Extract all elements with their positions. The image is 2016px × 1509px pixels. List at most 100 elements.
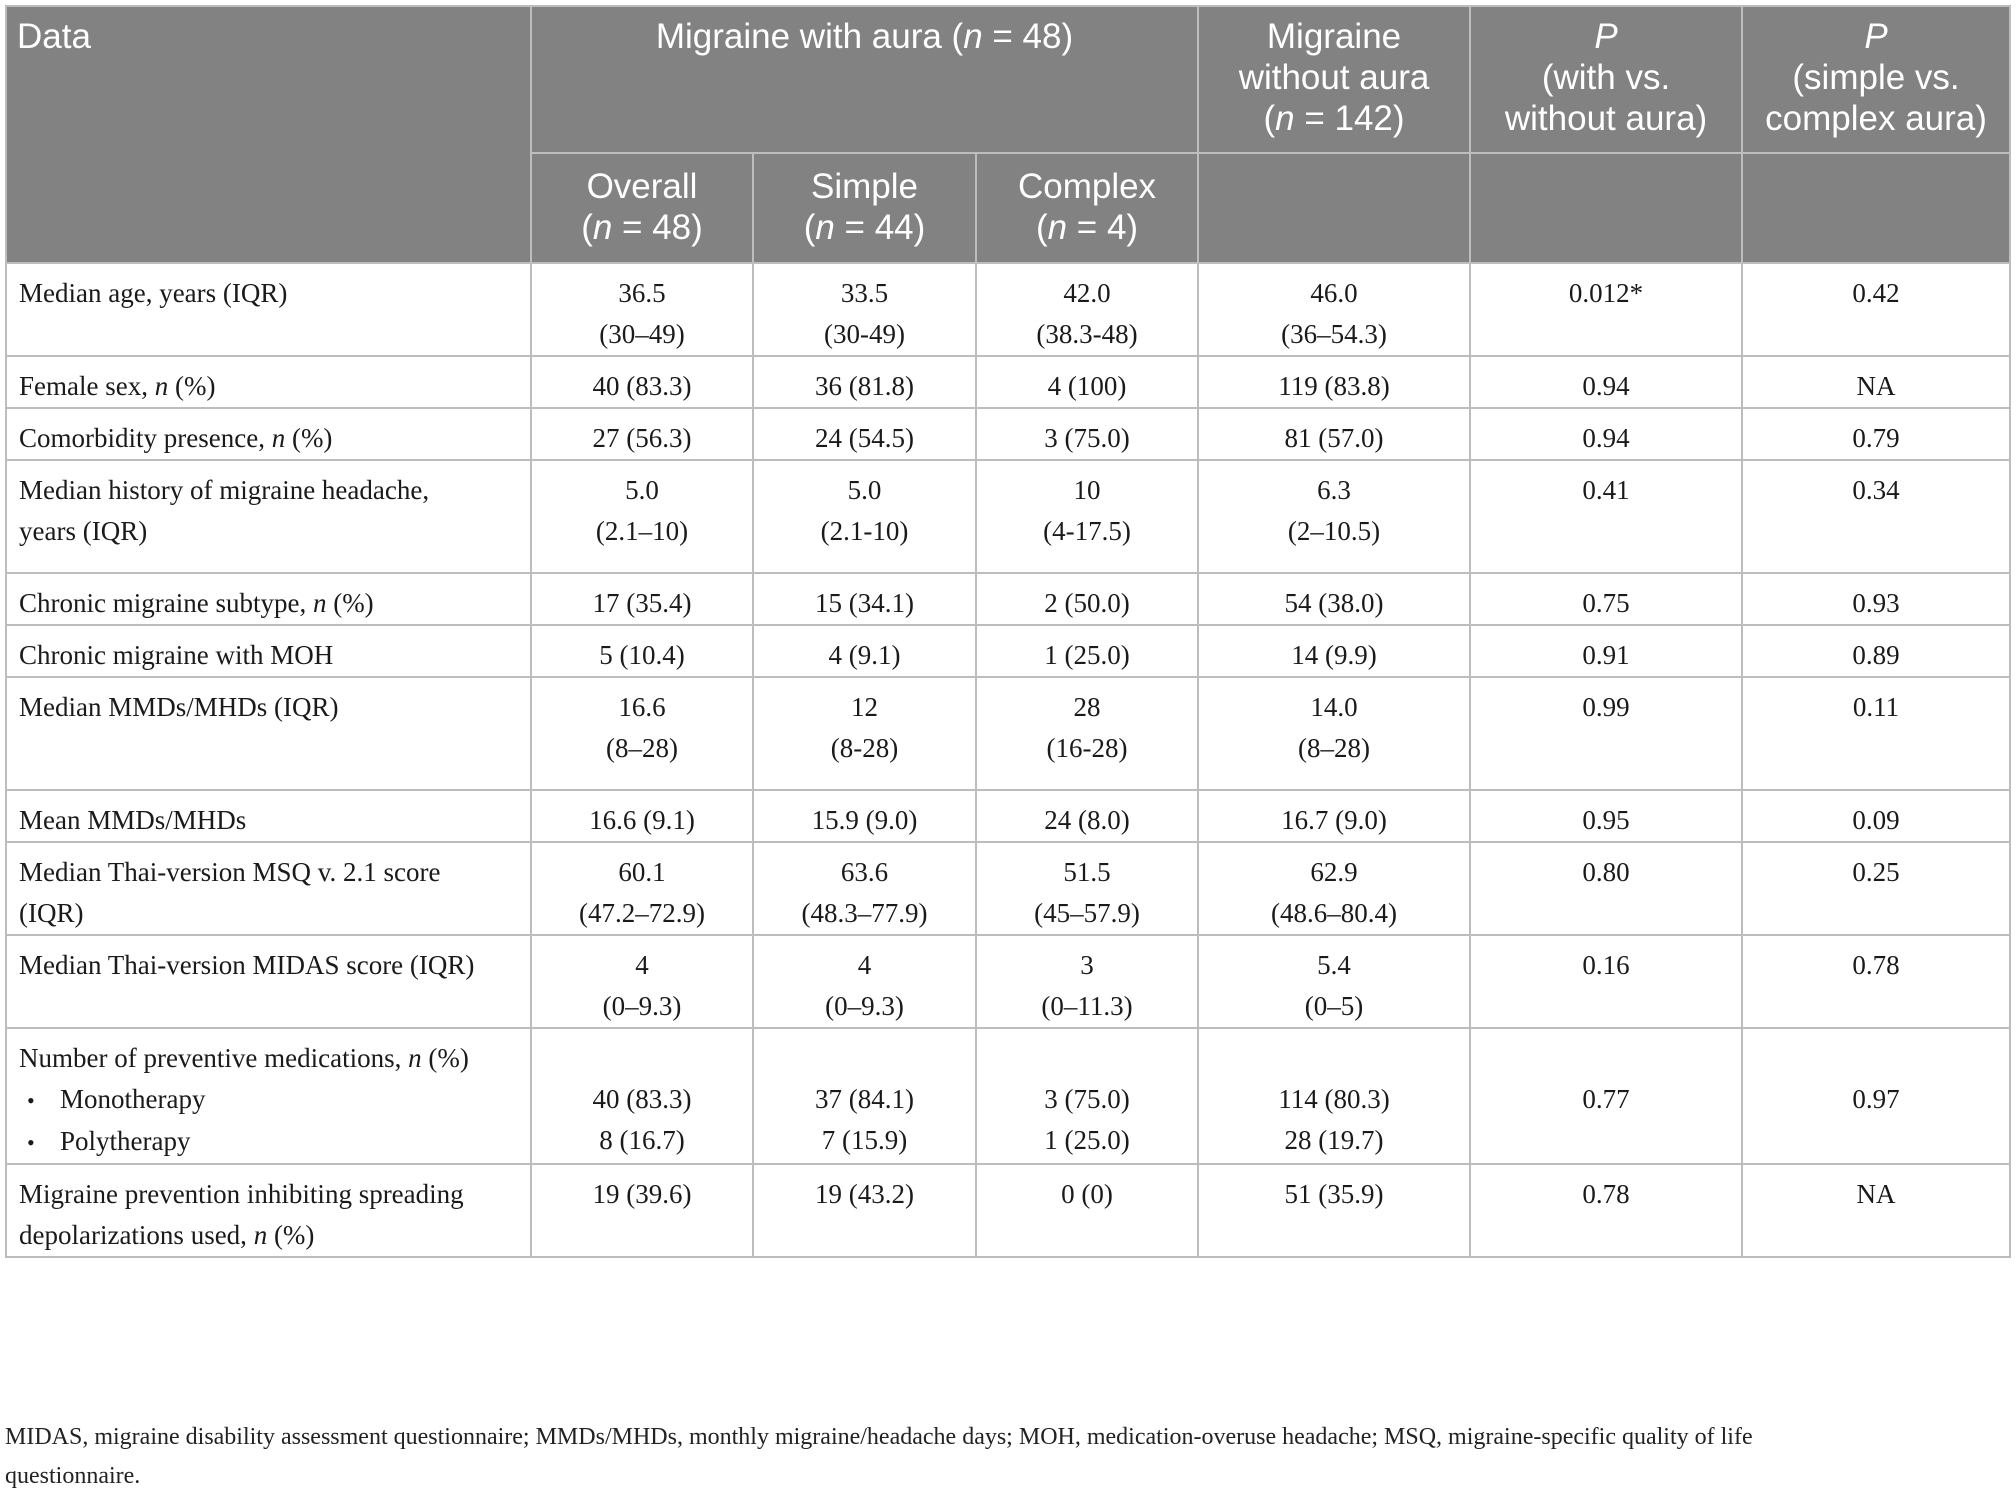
cell-value: 0.42 xyxy=(1852,278,1900,308)
cell-p2: 0.93 xyxy=(1741,572,2012,626)
cell-overall: 5.0 (2.1–10) xyxy=(530,459,754,574)
cell-p2: 0.09 xyxy=(1741,789,2012,843)
cell-value: NA xyxy=(1856,1179,1896,1209)
cell-p2: NA xyxy=(1741,355,2012,409)
cell-value: 15 (34.1) xyxy=(815,588,914,618)
footnote-line: questionnaire. xyxy=(5,1463,141,1489)
cell-value: 3 xyxy=(1080,950,1094,980)
row-label: Median Thai-version MIDAS score (IQR) xyxy=(5,934,532,1029)
row-label-text: Median age, years (IQR) xyxy=(19,278,288,308)
cell-value: 37 (84.1) xyxy=(815,1084,914,1114)
cell-value: 81 (57.0) xyxy=(1284,423,1384,453)
cell-overall: 40 (83.3) 8 (16.7) xyxy=(530,1027,754,1165)
cell-value: (2–10.5) xyxy=(1287,516,1381,546)
cell-value: (47.2–72.9) xyxy=(579,898,705,928)
cell-p2: NA xyxy=(1741,1163,2012,1258)
row-label-italic: n xyxy=(271,423,286,453)
cell-value: 0.75 xyxy=(1582,588,1630,618)
row-label: Migraine prevention inhibiting spreading… xyxy=(5,1163,532,1258)
cell-overall: 4 (0–9.3) xyxy=(530,934,754,1029)
cell-simple: 63.6 (48.3–77.9) xyxy=(752,841,977,936)
cell-simple: 37 (84.1) 7 (15.9) xyxy=(752,1027,977,1165)
cell-value: 36 (81.8) xyxy=(815,371,914,401)
cell-value: 17 (35.4) xyxy=(592,588,692,618)
cell-value: 16.6 xyxy=(618,692,666,722)
header-p-with-vs-without: P (with vs. without aura) xyxy=(1469,5,1744,154)
header-with-aura: Migraine with aura (n = 48) xyxy=(529,5,1200,154)
table-row: Median age, years (IQR) 36.5 (30–49) 33.5 (3… xyxy=(5,262,2012,357)
cell-value: 62.9 xyxy=(1310,857,1358,887)
cell-value: 28 (19.7) xyxy=(1284,1125,1384,1155)
cell-value: 2 (50.0) xyxy=(1044,588,1130,618)
cell-value: 4 (9.1) xyxy=(828,640,901,670)
cell-simple: 12 (8-28) xyxy=(752,676,977,791)
row-label-text: Female sex, xyxy=(19,371,155,401)
row-label-text: Mean MMDs/MHDs xyxy=(19,805,247,835)
cell-value: 6.3 xyxy=(1317,475,1351,505)
row-label-text: (%) xyxy=(421,1043,469,1073)
cell-complex: 3 (75.0) 1 (25.0) xyxy=(974,1027,1200,1165)
cell-overall: 16.6 (9.1) xyxy=(530,789,754,843)
cell-p1: 0.75 xyxy=(1469,572,1744,626)
cell-p1: 0.80 xyxy=(1469,841,1744,936)
row-label-text: Migraine prevention inhibiting spreading xyxy=(19,1179,464,1209)
cell-overall: 19 (39.6) xyxy=(530,1163,754,1258)
table-container: Data Migraine with aura (n = 48) Migrain… xyxy=(5,5,2012,1258)
cell-p2: 0.78 xyxy=(1741,934,2012,1029)
cell-value: 46.0 xyxy=(1310,278,1358,308)
row-label-text: years (IQR) xyxy=(19,516,148,546)
row-label: Mean MMDs/MHDs xyxy=(5,789,532,843)
cell-without: 81 (57.0) xyxy=(1197,407,1472,461)
cell-value: (0–5) xyxy=(1304,991,1364,1021)
cell-simple: 15.9 (9.0) xyxy=(752,789,977,843)
cell-value: (30–49) xyxy=(599,319,685,349)
row-label-text: (%) xyxy=(326,588,374,618)
cell-without: 114 (80.3) 28 (19.7) xyxy=(1197,1027,1472,1165)
cell-without: 54 (38.0) xyxy=(1197,572,1472,626)
cell-without: 62.9 (48.6–80.4) xyxy=(1197,841,1472,936)
header-overall: Overall (n = 48) xyxy=(530,152,754,264)
cell-value: 0.99 xyxy=(1582,692,1630,722)
cell-value: 0.78 xyxy=(1852,950,1900,980)
cell-simple: 5.0 (2.1-10) xyxy=(752,459,977,574)
cell-value: 12 xyxy=(851,692,878,722)
cell-complex: 1 (25.0) xyxy=(974,624,1200,678)
cell-value: 114 (80.3) xyxy=(1278,1084,1390,1114)
cell-p2: 0.89 xyxy=(1741,624,2012,678)
cell-without: 51 (35.9) xyxy=(1197,1163,1472,1258)
header-p-simple-vs-complex: P (simple vs. complex aura) xyxy=(1741,5,2012,154)
row-label-italic: n xyxy=(408,1043,422,1073)
cell-value: 54 (38.0) xyxy=(1284,588,1384,618)
cell-without: 46.0 (36–54.3) xyxy=(1197,262,1472,357)
row-label-text: (%) xyxy=(168,371,216,401)
cell-p2: 0.34 xyxy=(1741,459,2012,574)
row-label: Female sex, n (%) xyxy=(5,355,532,409)
table-row: Chronic migraine subtype, n (%) 17 (35.4)… xyxy=(5,572,2012,626)
cell-value: 0 (0) xyxy=(1061,1179,1113,1209)
cell-without: 16.7 (9.0) xyxy=(1197,789,1472,843)
cell-value: (8-28) xyxy=(830,733,899,763)
cell-value: 4 xyxy=(635,950,649,980)
header-simple: Simple (n = 44) xyxy=(752,152,977,264)
cell-value: (48.6–80.4) xyxy=(1271,898,1398,928)
cell-value: 40 (83.3) xyxy=(592,371,692,401)
cell-value: 0.79 xyxy=(1852,423,1900,453)
cell-complex: 3 (75.0) xyxy=(974,407,1200,461)
cell-value: 36.5 xyxy=(618,278,666,308)
cell-value: (30-49) xyxy=(824,319,905,349)
cell-value: (0–11.3) xyxy=(1041,991,1133,1021)
cell-value: 28 xyxy=(1073,692,1101,722)
cell-value: 0.09 xyxy=(1852,805,1900,835)
cell-overall: 36.5 (30–49) xyxy=(530,262,754,357)
cell-p1: 0.78 xyxy=(1469,1163,1744,1258)
cell-value: 5 (10.4) xyxy=(599,640,685,670)
cell-p1: 0.94 xyxy=(1469,407,1744,461)
bullet-item: Polytherapy xyxy=(19,1121,520,1163)
row-label-italic: n xyxy=(253,1220,268,1250)
cell-p1: 0.91 xyxy=(1469,624,1744,678)
row-label-text: Chronic migraine subtype, xyxy=(19,588,313,618)
cell-value: NA xyxy=(1856,371,1896,401)
cell-simple: 36 (81.8) xyxy=(752,355,977,409)
cell-value: 10 xyxy=(1073,475,1101,505)
cell-simple: 15 (34.1) xyxy=(752,572,977,626)
